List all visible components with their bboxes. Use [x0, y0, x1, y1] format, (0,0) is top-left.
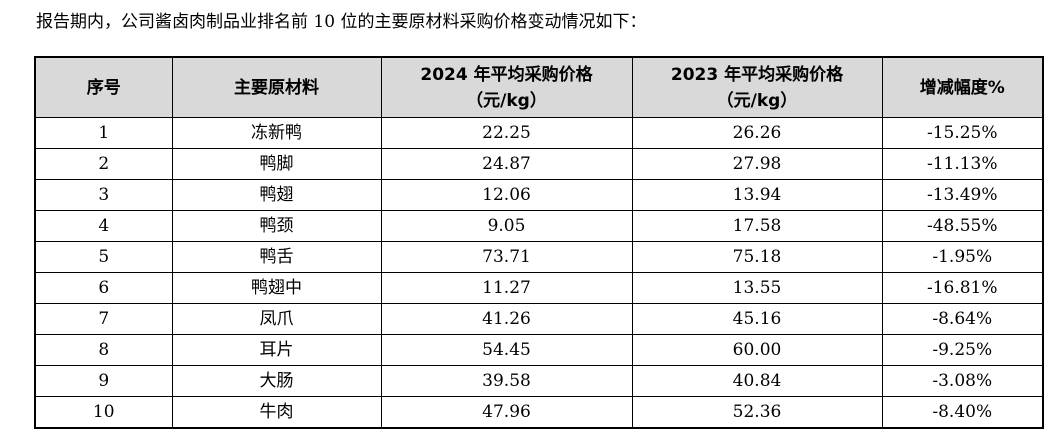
table-row: 9 大肠 39.58 40.84 -3.08% [34, 365, 1044, 397]
cell-index: 4 [34, 210, 173, 242]
cell-price-2024: 9.05 [380, 210, 633, 242]
cell-material: 鸭翅 [171, 179, 382, 211]
header-price-2024-unit: （元/kg） [466, 90, 547, 111]
cell-material: 耳片 [171, 334, 382, 366]
cell-index: 2 [34, 148, 173, 180]
cell-index: 9 [34, 365, 173, 397]
cell-index: 8 [34, 334, 173, 366]
cell-price-2023: 45.16 [631, 303, 883, 335]
cell-price-2024: 54.45 [380, 334, 633, 366]
cell-price-2024: 39.58 [380, 365, 633, 397]
header-material: 主要原材料 [171, 56, 382, 118]
cell-index: 6 [34, 272, 173, 304]
cell-price-2023: 13.55 [631, 272, 883, 304]
table-row: 1 冻新鸭 22.25 26.26 -15.25% [34, 117, 1044, 149]
cell-change: -11.13% [881, 148, 1044, 180]
table-row: 10 牛肉 47.96 52.36 -8.40% [34, 396, 1044, 429]
header-row: 序号 主要原材料 2024 年平均采购价格 （元/kg） 2023 年平均采购价… [34, 56, 1044, 118]
table-row: 8 耳片 54.45 60.00 -9.25% [34, 334, 1044, 366]
cell-material: 鸭脚 [171, 148, 382, 180]
cell-price-2024: 41.26 [380, 303, 633, 335]
cell-price-2024: 22.25 [380, 117, 633, 149]
cell-price-2024: 12.06 [380, 179, 633, 211]
cell-material: 鸭颈 [171, 210, 382, 242]
cell-index: 7 [34, 303, 173, 335]
cell-price-2023: 40.84 [631, 365, 883, 397]
cell-change: -9.25% [881, 334, 1044, 366]
table-row: 4 鸭颈 9.05 17.58 -48.55% [34, 210, 1044, 242]
cell-price-2024: 73.71 [380, 241, 633, 273]
cell-price-2023: 13.94 [631, 179, 883, 211]
cell-change: -13.49% [881, 179, 1044, 211]
cell-index: 1 [34, 117, 173, 149]
cell-change: -8.64% [881, 303, 1044, 335]
cell-price-2023: 60.00 [631, 334, 883, 366]
table-row: 3 鸭翅 12.06 13.94 -13.49% [34, 179, 1044, 211]
cell-index: 10 [34, 396, 173, 429]
cell-change: -16.81% [881, 272, 1044, 304]
cell-price-2023: 26.26 [631, 117, 883, 149]
cell-price-2023: 75.18 [631, 241, 883, 273]
cell-material: 大肠 [171, 365, 382, 397]
table-body: 1 冻新鸭 22.25 26.26 -15.25% 2 鸭脚 24.87 27.98 -11.13… [34, 117, 1044, 429]
cell-material: 鸭舌 [171, 241, 382, 273]
cell-price-2024: 47.96 [380, 396, 633, 429]
cell-price-2023: 17.58 [631, 210, 883, 242]
header-price-2023-unit: （元/kg） [716, 90, 798, 111]
header-price-2023: 2023 年平均采购价格 （元/kg） [631, 56, 883, 118]
cell-change: -1.95% [881, 241, 1044, 273]
header-index: 序号 [34, 56, 173, 118]
cell-index: 5 [34, 241, 173, 273]
cell-material: 凤爪 [171, 303, 382, 335]
header-price-2024-title: 2024 年平均采购价格 [420, 64, 593, 85]
cell-price-2023: 27.98 [631, 148, 883, 180]
intro-paragraph: 报告期内，公司酱卤肉制品业排名前 10 位的主要原材料采购价格变动情况如下： [36, 12, 647, 32]
table-row: 2 鸭脚 24.87 27.98 -11.13% [34, 148, 1044, 180]
raw-material-price-table: 序号 主要原材料 2024 年平均采购价格 （元/kg） 2023 年平均采购价… [34, 56, 1044, 429]
cell-price-2024: 11.27 [380, 272, 633, 304]
table-row: 5 鸭舌 73.71 75.18 -1.95% [34, 241, 1044, 273]
table-row: 7 凤爪 41.26 45.16 -8.64% [34, 303, 1044, 335]
cell-change: -3.08% [881, 365, 1044, 397]
header-change: 增减幅度% [881, 56, 1044, 118]
header-price-2023-title: 2023 年平均采购价格 [670, 64, 844, 85]
table-row: 6 鸭翅中 11.27 13.55 -16.81% [34, 272, 1044, 304]
table-header: 序号 主要原材料 2024 年平均采购价格 （元/kg） 2023 年平均采购价… [34, 56, 1044, 118]
cell-change: -8.40% [881, 396, 1044, 429]
cell-price-2023: 52.36 [631, 396, 883, 429]
header-price-2024: 2024 年平均采购价格 （元/kg） [380, 56, 633, 118]
cell-material: 鸭翅中 [171, 272, 382, 304]
cell-material: 牛肉 [171, 396, 382, 429]
cell-material: 冻新鸭 [171, 117, 382, 149]
cell-price-2024: 24.87 [380, 148, 633, 180]
cell-change: -15.25% [881, 117, 1044, 149]
cell-index: 3 [34, 179, 173, 211]
cell-change: -48.55% [881, 210, 1044, 242]
